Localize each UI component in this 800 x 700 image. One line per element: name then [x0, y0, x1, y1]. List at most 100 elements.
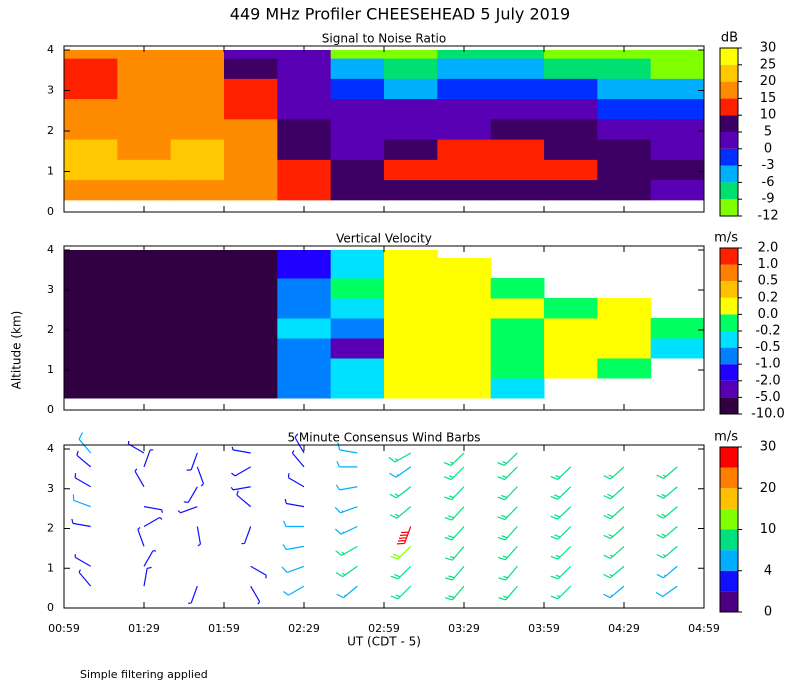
heat-cell	[170, 278, 225, 299]
colorbar-box	[720, 98, 738, 116]
heat-cell	[597, 139, 652, 160]
wind-barb	[186, 452, 198, 471]
colorbar-label: 0.0	[758, 307, 779, 322]
heat-cell	[117, 118, 172, 140]
heat-cell	[437, 298, 492, 319]
heat-cell	[384, 258, 438, 279]
wind-barb	[444, 585, 465, 601]
heat-cell	[64, 278, 118, 299]
y-tick-label: 4	[47, 442, 54, 455]
x-axis-label: UT (CDT - 5)	[347, 635, 421, 649]
heat-cell	[384, 118, 438, 140]
heat-cell	[597, 358, 652, 379]
wind-barb	[134, 468, 145, 488]
heat-cell	[544, 118, 598, 140]
wind-barb	[603, 486, 625, 500]
heat-cell	[117, 358, 172, 379]
colorbar-label: 4	[764, 563, 772, 578]
heat-cell	[490, 179, 545, 201]
heat-cell	[330, 139, 385, 160]
wind-barb	[396, 526, 412, 545]
wind-barb	[390, 545, 412, 560]
wind-barb	[603, 506, 625, 520]
heat-cell	[544, 139, 598, 160]
heat-cell	[64, 358, 118, 379]
heat-cell	[117, 258, 172, 279]
heat-cell	[544, 58, 598, 79]
colorbar-box	[720, 314, 738, 331]
wind-barb	[603, 466, 625, 480]
colorbar-label: 0.2	[758, 290, 779, 305]
heat-cell	[117, 338, 172, 359]
wind-barb	[656, 526, 678, 539]
heat-cell	[224, 139, 278, 160]
wind-barb	[177, 506, 198, 514]
heat-cell	[224, 278, 278, 299]
y-tick-label: 2	[47, 124, 54, 137]
heat-cell	[117, 318, 172, 339]
wind-barb	[241, 526, 252, 545]
colorbar-label: 1.0	[758, 257, 779, 272]
heat-cell	[330, 179, 385, 201]
colorbar-box	[720, 488, 738, 509]
heat-cell	[330, 58, 385, 79]
panel-title: Signal to Noise Ratio	[322, 32, 446, 46]
panel: Vertical Velocity 0 1 2 3 4 -10.0 -5.0 -2.0-1.0 -…	[47, 231, 785, 422]
wind-barb	[74, 473, 91, 488]
wind-barb	[497, 486, 518, 501]
wind-barb	[283, 585, 305, 596]
wind-barb	[444, 506, 465, 521]
heat-cell	[277, 250, 332, 259]
heat-cell	[330, 159, 385, 181]
heat-cell	[64, 58, 118, 79]
heat-cell	[544, 358, 598, 379]
heat-cell	[224, 358, 278, 379]
heat-cell	[544, 50, 598, 59]
colorbar-box	[720, 591, 738, 612]
heat-cell	[170, 298, 225, 319]
heat-cell	[277, 98, 332, 120]
heat-cell	[117, 179, 172, 201]
wind-barb	[143, 449, 154, 468]
heat-cell	[437, 98, 492, 120]
heat-cell	[224, 98, 278, 120]
y-tick-label: 0	[47, 205, 54, 218]
colorbar-label: -10.0	[751, 407, 785, 422]
colorbar-label: 5	[764, 125, 772, 140]
x-tick-label: 02:59	[368, 622, 400, 635]
wind-barb	[603, 565, 625, 579]
heat-cell	[277, 258, 332, 279]
heat-cell	[224, 118, 278, 140]
heat-cell	[170, 258, 225, 279]
heat-cell	[330, 378, 385, 399]
x-tick-label: 00:59	[48, 622, 80, 635]
colorbar-box	[720, 48, 738, 65]
wind-barb	[498, 585, 518, 601]
heat-cell	[170, 58, 225, 79]
colorbar-box	[720, 380, 738, 398]
heat-cell	[224, 298, 278, 319]
x-tick-label: 02:29	[288, 622, 320, 635]
heat-cell	[224, 58, 278, 79]
colorbar-box	[720, 248, 738, 265]
heat-cell	[384, 50, 438, 59]
wind-barb	[656, 545, 678, 559]
colorbar-box	[720, 81, 738, 99]
wind-barb	[74, 554, 91, 567]
heat-cell	[544, 298, 598, 319]
heat-cell	[490, 98, 545, 120]
wind-barb	[334, 506, 358, 514]
x-tick-label: 03:59	[528, 622, 560, 635]
heat-cell	[224, 378, 278, 399]
y-tick-label: 1	[47, 363, 54, 376]
wind-barb	[127, 440, 145, 454]
heat-cell	[117, 58, 172, 79]
x-tick-label: 01:29	[128, 622, 160, 635]
colorbar-box	[720, 508, 738, 530]
heat-cell	[490, 378, 545, 399]
wind-barb	[334, 525, 358, 535]
heat-cell	[544, 179, 598, 201]
heat-cell	[64, 338, 118, 359]
heat-cell	[117, 50, 172, 59]
